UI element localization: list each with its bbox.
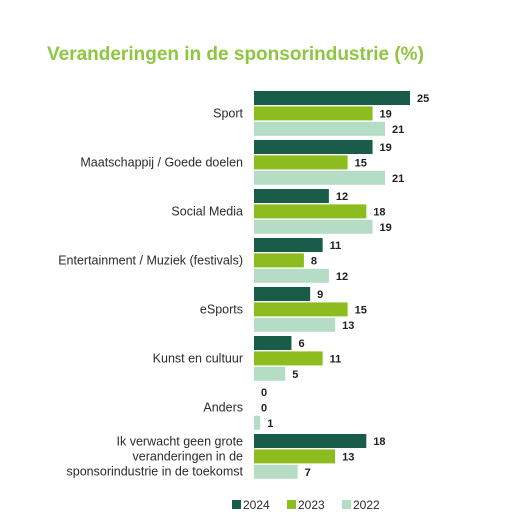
bar-2024 bbox=[254, 140, 373, 154]
value-label: 15 bbox=[355, 304, 367, 316]
value-label: 5 bbox=[292, 369, 298, 381]
value-label: 19 bbox=[380, 142, 392, 154]
bar-2022 bbox=[254, 464, 298, 479]
legend-swatch-2024 bbox=[232, 500, 241, 509]
value-label: 13 bbox=[342, 320, 354, 332]
legend-label: 2022 bbox=[353, 498, 380, 512]
category-label: Kunst en cultuur bbox=[153, 351, 243, 365]
category-label: sponsorindustrie in de toekomst bbox=[67, 464, 244, 478]
legend: 2024 2023 2022 bbox=[232, 498, 380, 512]
bar-2023 bbox=[254, 302, 348, 317]
value-label: 25 bbox=[417, 93, 429, 105]
value-label: 6 bbox=[298, 338, 304, 350]
value-label: 8 bbox=[311, 255, 317, 267]
bar-2024 bbox=[254, 287, 311, 301]
bar-2023 bbox=[254, 204, 367, 219]
bar-2022 bbox=[254, 219, 373, 234]
bar-2022 bbox=[254, 170, 386, 185]
bar-2023 bbox=[254, 449, 336, 464]
value-label: 21 bbox=[392, 124, 404, 136]
bar-2022 bbox=[254, 317, 336, 332]
value-label: 15 bbox=[355, 157, 367, 169]
category-label: veranderingen in de bbox=[133, 449, 244, 463]
bar-2024 bbox=[254, 336, 292, 350]
category-label: Anders bbox=[203, 400, 243, 414]
bar-2024 bbox=[254, 189, 329, 203]
category-label: Social Media bbox=[171, 204, 243, 218]
bar-2022 bbox=[254, 268, 329, 283]
value-label: 18 bbox=[373, 206, 385, 218]
chart-title: Veranderingen in de sponsorindustrie (%) bbox=[47, 44, 424, 65]
legend-label: 2024 bbox=[243, 498, 270, 512]
legend-label: 2023 bbox=[298, 498, 325, 512]
bar-2024 bbox=[254, 434, 367, 448]
bar-2024 bbox=[254, 91, 410, 105]
value-label: 13 bbox=[342, 451, 354, 463]
category-label: eSports bbox=[200, 302, 243, 316]
category-labels: Sport Maatschappij / Goede doelen Social M… bbox=[58, 106, 243, 478]
value-label: 1 bbox=[267, 418, 273, 430]
value-label: 18 bbox=[373, 436, 385, 448]
bar-2023 bbox=[254, 155, 348, 170]
value-label: 7 bbox=[305, 467, 311, 479]
bar-2023 bbox=[254, 253, 304, 268]
value-label: 0 bbox=[261, 387, 267, 399]
category-label: Maatschappij / Goede doelen bbox=[80, 155, 243, 169]
legend-swatch-2023 bbox=[287, 500, 296, 509]
value-label: 12 bbox=[336, 191, 348, 203]
bar-2022 bbox=[254, 366, 286, 381]
bar-2024 bbox=[254, 238, 323, 252]
bars bbox=[254, 91, 410, 479]
value-label: 19 bbox=[380, 222, 392, 234]
value-label: 0 bbox=[261, 402, 267, 414]
bar-2023 bbox=[254, 351, 323, 366]
value-label: 19 bbox=[380, 108, 392, 120]
value-label: 11 bbox=[330, 353, 342, 365]
bar-2023 bbox=[254, 106, 373, 121]
bar-2022 bbox=[254, 121, 386, 136]
value-label: 12 bbox=[336, 271, 348, 283]
category-label: Entertainment / Muziek (festivals) bbox=[58, 253, 243, 267]
value-label: 11 bbox=[330, 240, 342, 252]
value-label: 9 bbox=[317, 289, 323, 301]
category-label: Sport bbox=[213, 106, 243, 120]
value-label: 21 bbox=[392, 173, 404, 185]
legend-swatch-2022 bbox=[342, 500, 351, 509]
bar-2022 bbox=[254, 415, 261, 430]
category-label: Ik verwacht geen grote bbox=[117, 434, 244, 448]
